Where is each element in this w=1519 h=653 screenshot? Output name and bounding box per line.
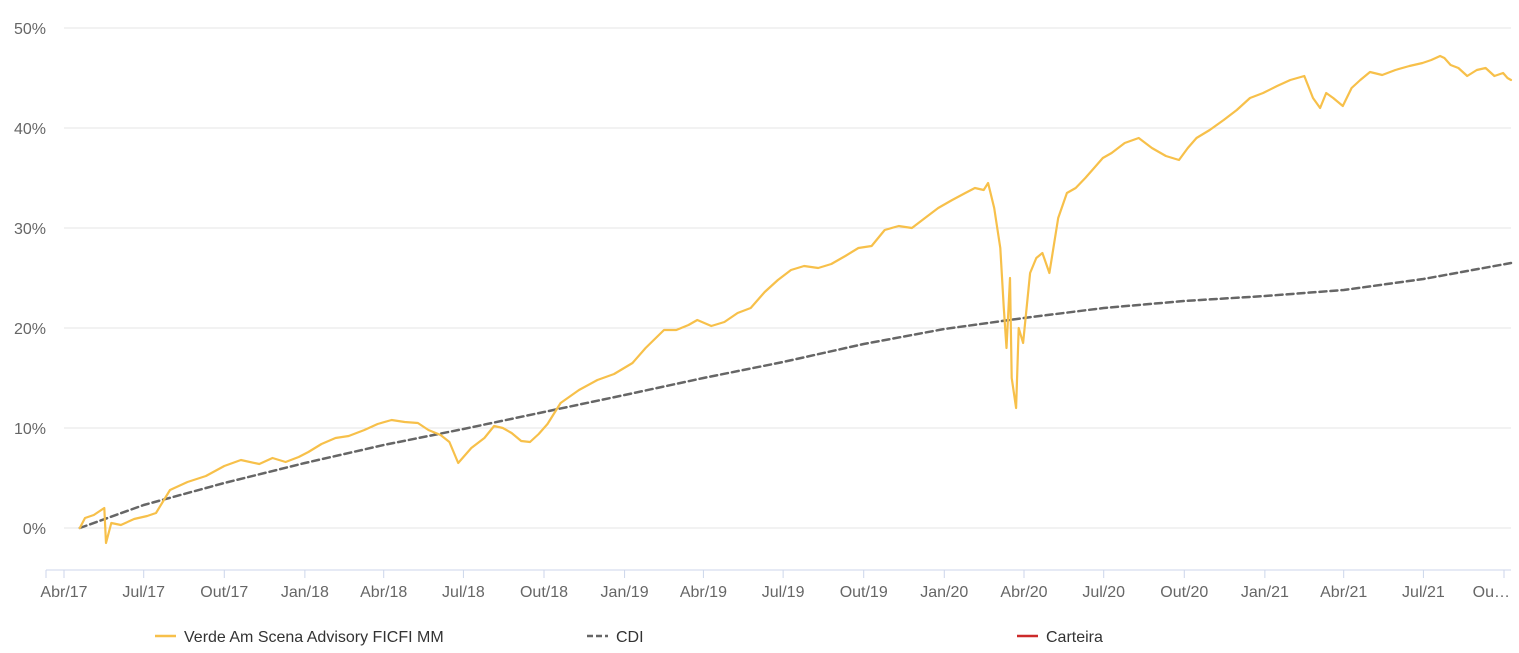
legend-label: CDI (616, 629, 644, 646)
x-tick-label: Abr/18 (360, 584, 407, 601)
legend-item-cdi[interactable]: CDI (587, 629, 644, 646)
x-tick-label: Jan/21 (1241, 584, 1289, 601)
series-line-verde-am-scena (78, 54, 1513, 545)
legend-label: Verde Am Scena Advisory FICFI MM (184, 629, 444, 646)
legend: Verde Am Scena Advisory FICFI MM CDI Carte… (155, 629, 1103, 646)
series-lines (78, 54, 1513, 545)
x-tick-label: Jul/18 (442, 584, 485, 601)
y-tick-label: 20% (14, 321, 46, 338)
x-tick-label: Jan/18 (281, 584, 329, 601)
y-gridlines (64, 27, 1511, 529)
x-tick-label: Abr/19 (680, 584, 727, 601)
series-line-cdi (78, 261, 1513, 530)
y-tick-label: 40% (14, 121, 46, 138)
legend-label: Carteira (1046, 629, 1103, 646)
y-axis-tick-labels: 0% 10% 20% 30% 40% 50% (14, 21, 46, 538)
x-tick-label: Jul/21 (1402, 584, 1445, 601)
legend-item-carteira[interactable]: Carteira (1017, 629, 1103, 646)
x-tick-label: Jul/17 (122, 584, 165, 601)
x-axis: Abr/17 Jul/17 Out/17 Jan/18 Abr/18 Jul/18 Out/… (40, 569, 1511, 601)
x-tick-label: Jan/20 (920, 584, 968, 601)
x-tick-label: Ou… (1473, 584, 1510, 601)
x-tick-label: Jul/20 (1082, 584, 1125, 601)
y-tick-label: 10% (14, 421, 46, 438)
y-tick-label: 30% (14, 221, 46, 238)
x-tick-label: Jan/19 (601, 584, 649, 601)
x-tick-label: Out/20 (1160, 584, 1208, 601)
x-tick-label: Abr/20 (1000, 584, 1047, 601)
x-tick-label: Abr/17 (40, 584, 87, 601)
x-tick-label: Out/17 (200, 584, 248, 601)
legend-item-verde-am-scena[interactable]: Verde Am Scena Advisory FICFI MM (155, 629, 444, 646)
x-tick-label: Jul/19 (762, 584, 805, 601)
x-tick-label: Out/19 (840, 584, 888, 601)
x-tick-label: Out/18 (520, 584, 568, 601)
y-tick-label: 50% (14, 21, 46, 38)
y-tick-label: 0% (23, 521, 46, 538)
x-tick-label: Abr/21 (1320, 584, 1367, 601)
